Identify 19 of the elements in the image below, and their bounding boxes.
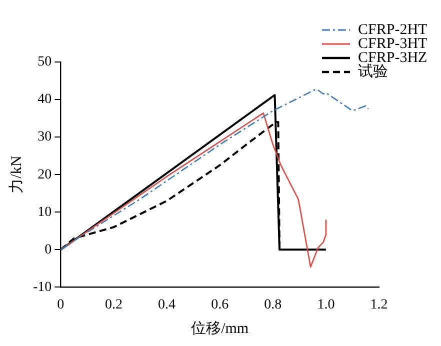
x-tick-label: 1.2 — [370, 297, 388, 312]
y-tick-label: -10 — [32, 280, 52, 295]
y-tick-label: 50 — [38, 54, 52, 70]
x-tick-label: 0.8 — [264, 297, 282, 312]
x-tick-label: 0.2 — [104, 297, 122, 312]
legend-label: CFRP-3HT — [358, 36, 428, 52]
x-axis-title: 位移/mm — [191, 320, 249, 337]
y-tick-label: 0 — [44, 242, 52, 258]
legend-label: 试验 — [358, 62, 388, 80]
x-tick-label: 0.6 — [211, 297, 229, 312]
y-tick-label: 20 — [38, 167, 52, 182]
y-tick-label: 30 — [38, 130, 52, 145]
x-tick-label: 0 — [57, 297, 64, 312]
y-tick-label: 40 — [38, 92, 52, 108]
y-tick-label: 10 — [38, 204, 52, 220]
x-tick-label: 0.4 — [158, 297, 176, 312]
x-tick-label: 1.0 — [317, 297, 335, 312]
legend-label: CFRP-2HT — [358, 22, 428, 38]
y-axis-title: 力/kN — [8, 156, 25, 194]
